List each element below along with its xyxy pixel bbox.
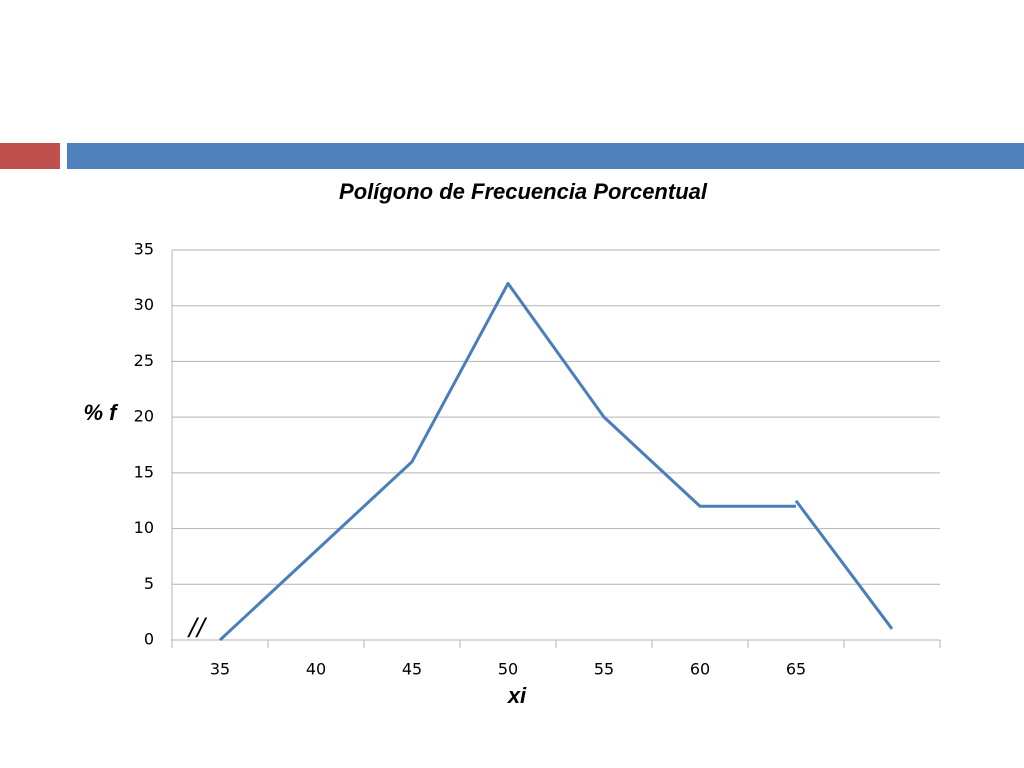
y-tick-label: 30 xyxy=(134,295,154,314)
x-axis-label: xi xyxy=(507,683,527,708)
x-tick-label: 50 xyxy=(498,660,518,679)
y-tick-label: 15 xyxy=(134,462,154,481)
x-tick-label: 45 xyxy=(402,660,422,679)
x-tick-label: 40 xyxy=(306,660,326,679)
axis-break-annotation: // xyxy=(187,613,208,641)
y-tick-label: 35 xyxy=(134,240,154,259)
x-tick-label: 65 xyxy=(786,660,806,679)
chart-title: Polígono de Frecuencia Porcentual xyxy=(339,179,708,204)
y-tick-label: 20 xyxy=(134,407,154,426)
y-tick-label: 25 xyxy=(134,351,154,370)
data-line xyxy=(218,281,796,642)
y-tick-label: 10 xyxy=(134,518,154,537)
x-tick-label: 60 xyxy=(690,660,710,679)
y-tick-label: 0 xyxy=(144,630,154,649)
data-line xyxy=(794,499,894,630)
accent-bar-red xyxy=(0,143,60,169)
y-axis-label: % f xyxy=(84,400,120,425)
accent-bar-blue xyxy=(67,143,1024,169)
x-tick-label: 55 xyxy=(594,660,614,679)
x-tick-label: 35 xyxy=(210,660,230,679)
y-tick-label: 5 xyxy=(144,574,154,593)
